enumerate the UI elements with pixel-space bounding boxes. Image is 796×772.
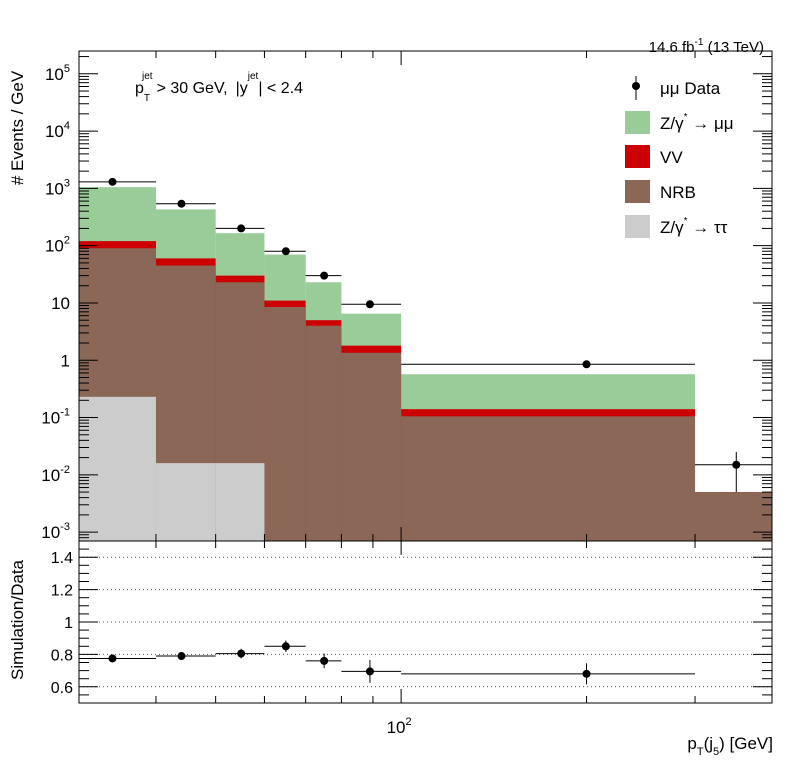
legend-label: μμ Data — [660, 79, 721, 98]
top-y-axis-label: # Events / GeV — [8, 70, 27, 185]
ratio-point — [108, 654, 117, 663]
ratio-point — [320, 656, 329, 665]
y-tick-label: 10-3 — [41, 521, 70, 542]
data-point — [365, 300, 374, 309]
top-y-ticks: 10-3 10-2 10-1 1 10 102 103 104 105 — [41, 56, 772, 542]
stack-bar-nrb — [695, 492, 772, 541]
stack-bar-nrb — [264, 307, 306, 541]
ratio-y-tick-label: 1 — [64, 615, 73, 632]
ratio-point — [582, 669, 591, 678]
data-point — [320, 271, 329, 280]
ratio-point — [281, 642, 290, 651]
x-tick-label: 102 — [387, 716, 412, 737]
legend-marker-data — [632, 82, 640, 90]
ratio-y-tick-label: 1.4 — [51, 550, 73, 567]
ratio-frame — [78, 540, 773, 704]
stack-bar-ztt — [79, 396, 156, 541]
legend-label-text: Z/γ — [660, 218, 684, 237]
stack-bar-ztt — [155, 463, 216, 541]
labels: 14.6 fb-1 (13 TeV) pTjet> 30 GeV, |yjet| … — [8, 37, 773, 758]
legend-label-text: NRB — [660, 183, 696, 202]
y-tick-label: 102 — [45, 235, 70, 256]
ratio-point — [365, 667, 374, 676]
y-tick-label: 104 — [45, 120, 70, 141]
ratio-point — [177, 652, 186, 661]
legend-entry-vv: VV — [625, 145, 683, 168]
stack-bar-nrb — [305, 325, 342, 541]
y-tick-label: 103 — [45, 177, 70, 198]
data-point — [237, 224, 246, 233]
y-tick-label: 10-2 — [41, 464, 70, 485]
top-pad: 10-3 10-2 10-1 1 10 102 103 104 105 — [41, 50, 773, 542]
legend-label: VV — [660, 148, 683, 167]
x-axis-label: pT(j5) [GeV] — [687, 734, 773, 758]
legend-label-text: μμ Data — [660, 79, 721, 98]
legend-label: Z/γ* → ττ — [660, 216, 728, 237]
legend-entry-zmm: Z/γ* → μμ — [625, 111, 734, 134]
data-point — [732, 460, 741, 469]
y-tick-label: 10 — [51, 294, 70, 313]
data-point — [177, 199, 186, 208]
y-tick-label: 105 — [45, 63, 70, 84]
legend-swatch-nrb — [625, 180, 650, 203]
selection-label: pTjet> 30 GeV, |yjet| < 2.4 — [135, 71, 303, 104]
legend-label-text: Z/γ — [660, 114, 684, 133]
data-point — [108, 177, 117, 186]
stack-bar-nrb — [341, 352, 402, 541]
stack-bar-nrb — [401, 416, 696, 541]
legend-swatch-vv — [625, 145, 650, 168]
lumi-label: 14.6 fb-1 (13 TeV) — [649, 37, 764, 56]
ratio-pad: 0.6 0.8 1 1.2 1.4 102 — [51, 540, 773, 737]
data-point — [582, 360, 591, 369]
legend: μμ Data Z/γ* → μμ VV NRB Z/γ* → ττ — [625, 76, 734, 238]
top-plot-area — [79, 177, 772, 541]
legend-label-text: VV — [660, 148, 683, 167]
legend-entry-nrb: NRB — [625, 180, 696, 203]
data-point — [281, 247, 290, 256]
stack-bar-ztt — [215, 463, 265, 541]
y-tick-label: 1 — [61, 351, 70, 370]
ratio-y-tick-label: 1.2 — [51, 583, 73, 600]
ratio-y-axis-label: Simulation/Data — [8, 559, 27, 680]
legend-swatch-zmm — [625, 111, 650, 134]
y-tick-label: 10-1 — [41, 407, 70, 428]
legend-label: Z/γ* → μμ — [660, 112, 734, 133]
ratio-y-tick-label: 0.8 — [51, 647, 73, 664]
legend-swatch-ztt — [625, 215, 650, 238]
legend-entry-ztt: Z/γ* → ττ — [625, 215, 728, 238]
legend-entry-data: μμ Data — [632, 76, 721, 100]
ratio-point — [237, 649, 246, 658]
legend-label: NRB — [660, 183, 696, 202]
ratio-y-tick-label: 0.6 — [51, 680, 73, 697]
